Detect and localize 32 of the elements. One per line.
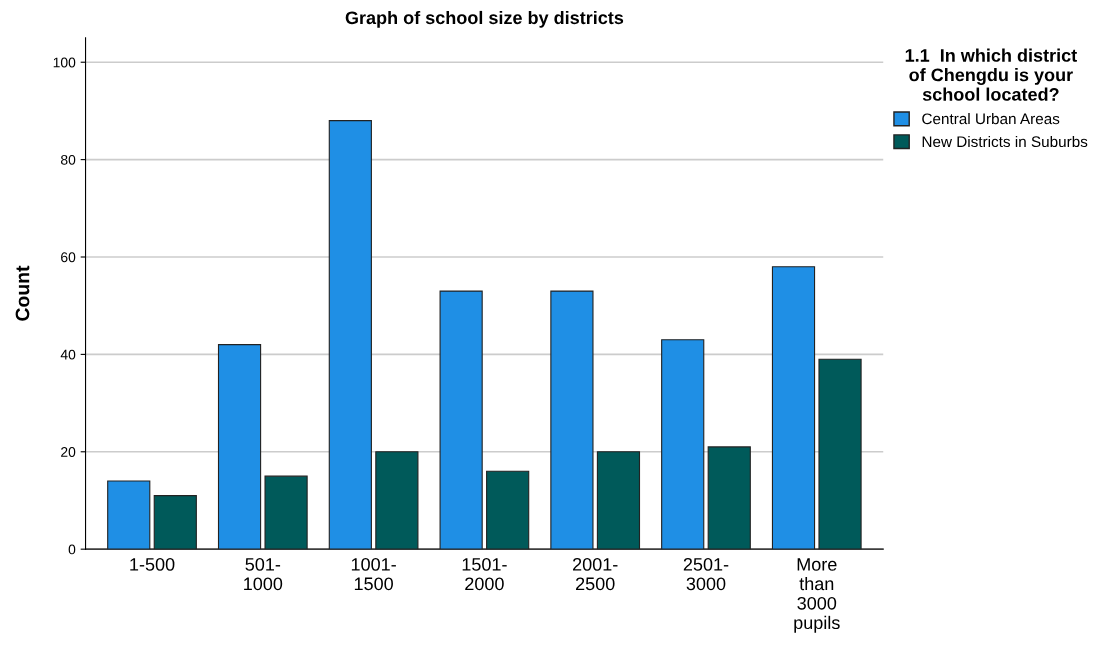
y-tick-label: 100 [53, 57, 76, 68]
y-tick-label: 20 [61, 447, 76, 457]
bar [707, 446, 751, 550]
x-tick-label: 2001- 2500 [573, 557, 618, 591]
x-tick-label: More than 3000 pupils [794, 558, 840, 633]
y-tick-label: 80 [60, 154, 76, 165]
bar [153, 495, 197, 550]
y-tick-label: 0 [68, 544, 76, 555]
bar [328, 120, 372, 550]
bar [596, 451, 641, 550]
y-axis-title: Count [15, 265, 30, 321]
bar [486, 470, 530, 550]
chart-title: Graph of school size by districts [345, 10, 624, 28]
x-tick-label: 2501- 3000 [683, 557, 729, 591]
legend-label: Central Urban Areas [922, 113, 1060, 125]
bar [550, 290, 594, 550]
x-tick-label: 1501- 2000 [462, 557, 507, 591]
x-tick-label: 1001- 1500 [351, 557, 396, 591]
x-tick-label: 1-500 [130, 557, 175, 571]
bar [107, 480, 151, 550]
bar [771, 266, 816, 550]
bar [439, 290, 483, 550]
bar [818, 358, 862, 550]
legend-label: New Districts in Suburbs [922, 135, 1088, 148]
y-tick-label: 60 [61, 252, 76, 263]
x-tick-label: 501- 1000 [244, 557, 283, 591]
bar [217, 344, 262, 550]
bar [264, 475, 308, 550]
bar [661, 339, 705, 550]
legend-title: 1.1 In which district of Chengdu is your school located? [905, 48, 1077, 101]
y-tick-label: 40 [60, 349, 76, 360]
bar [375, 451, 419, 550]
